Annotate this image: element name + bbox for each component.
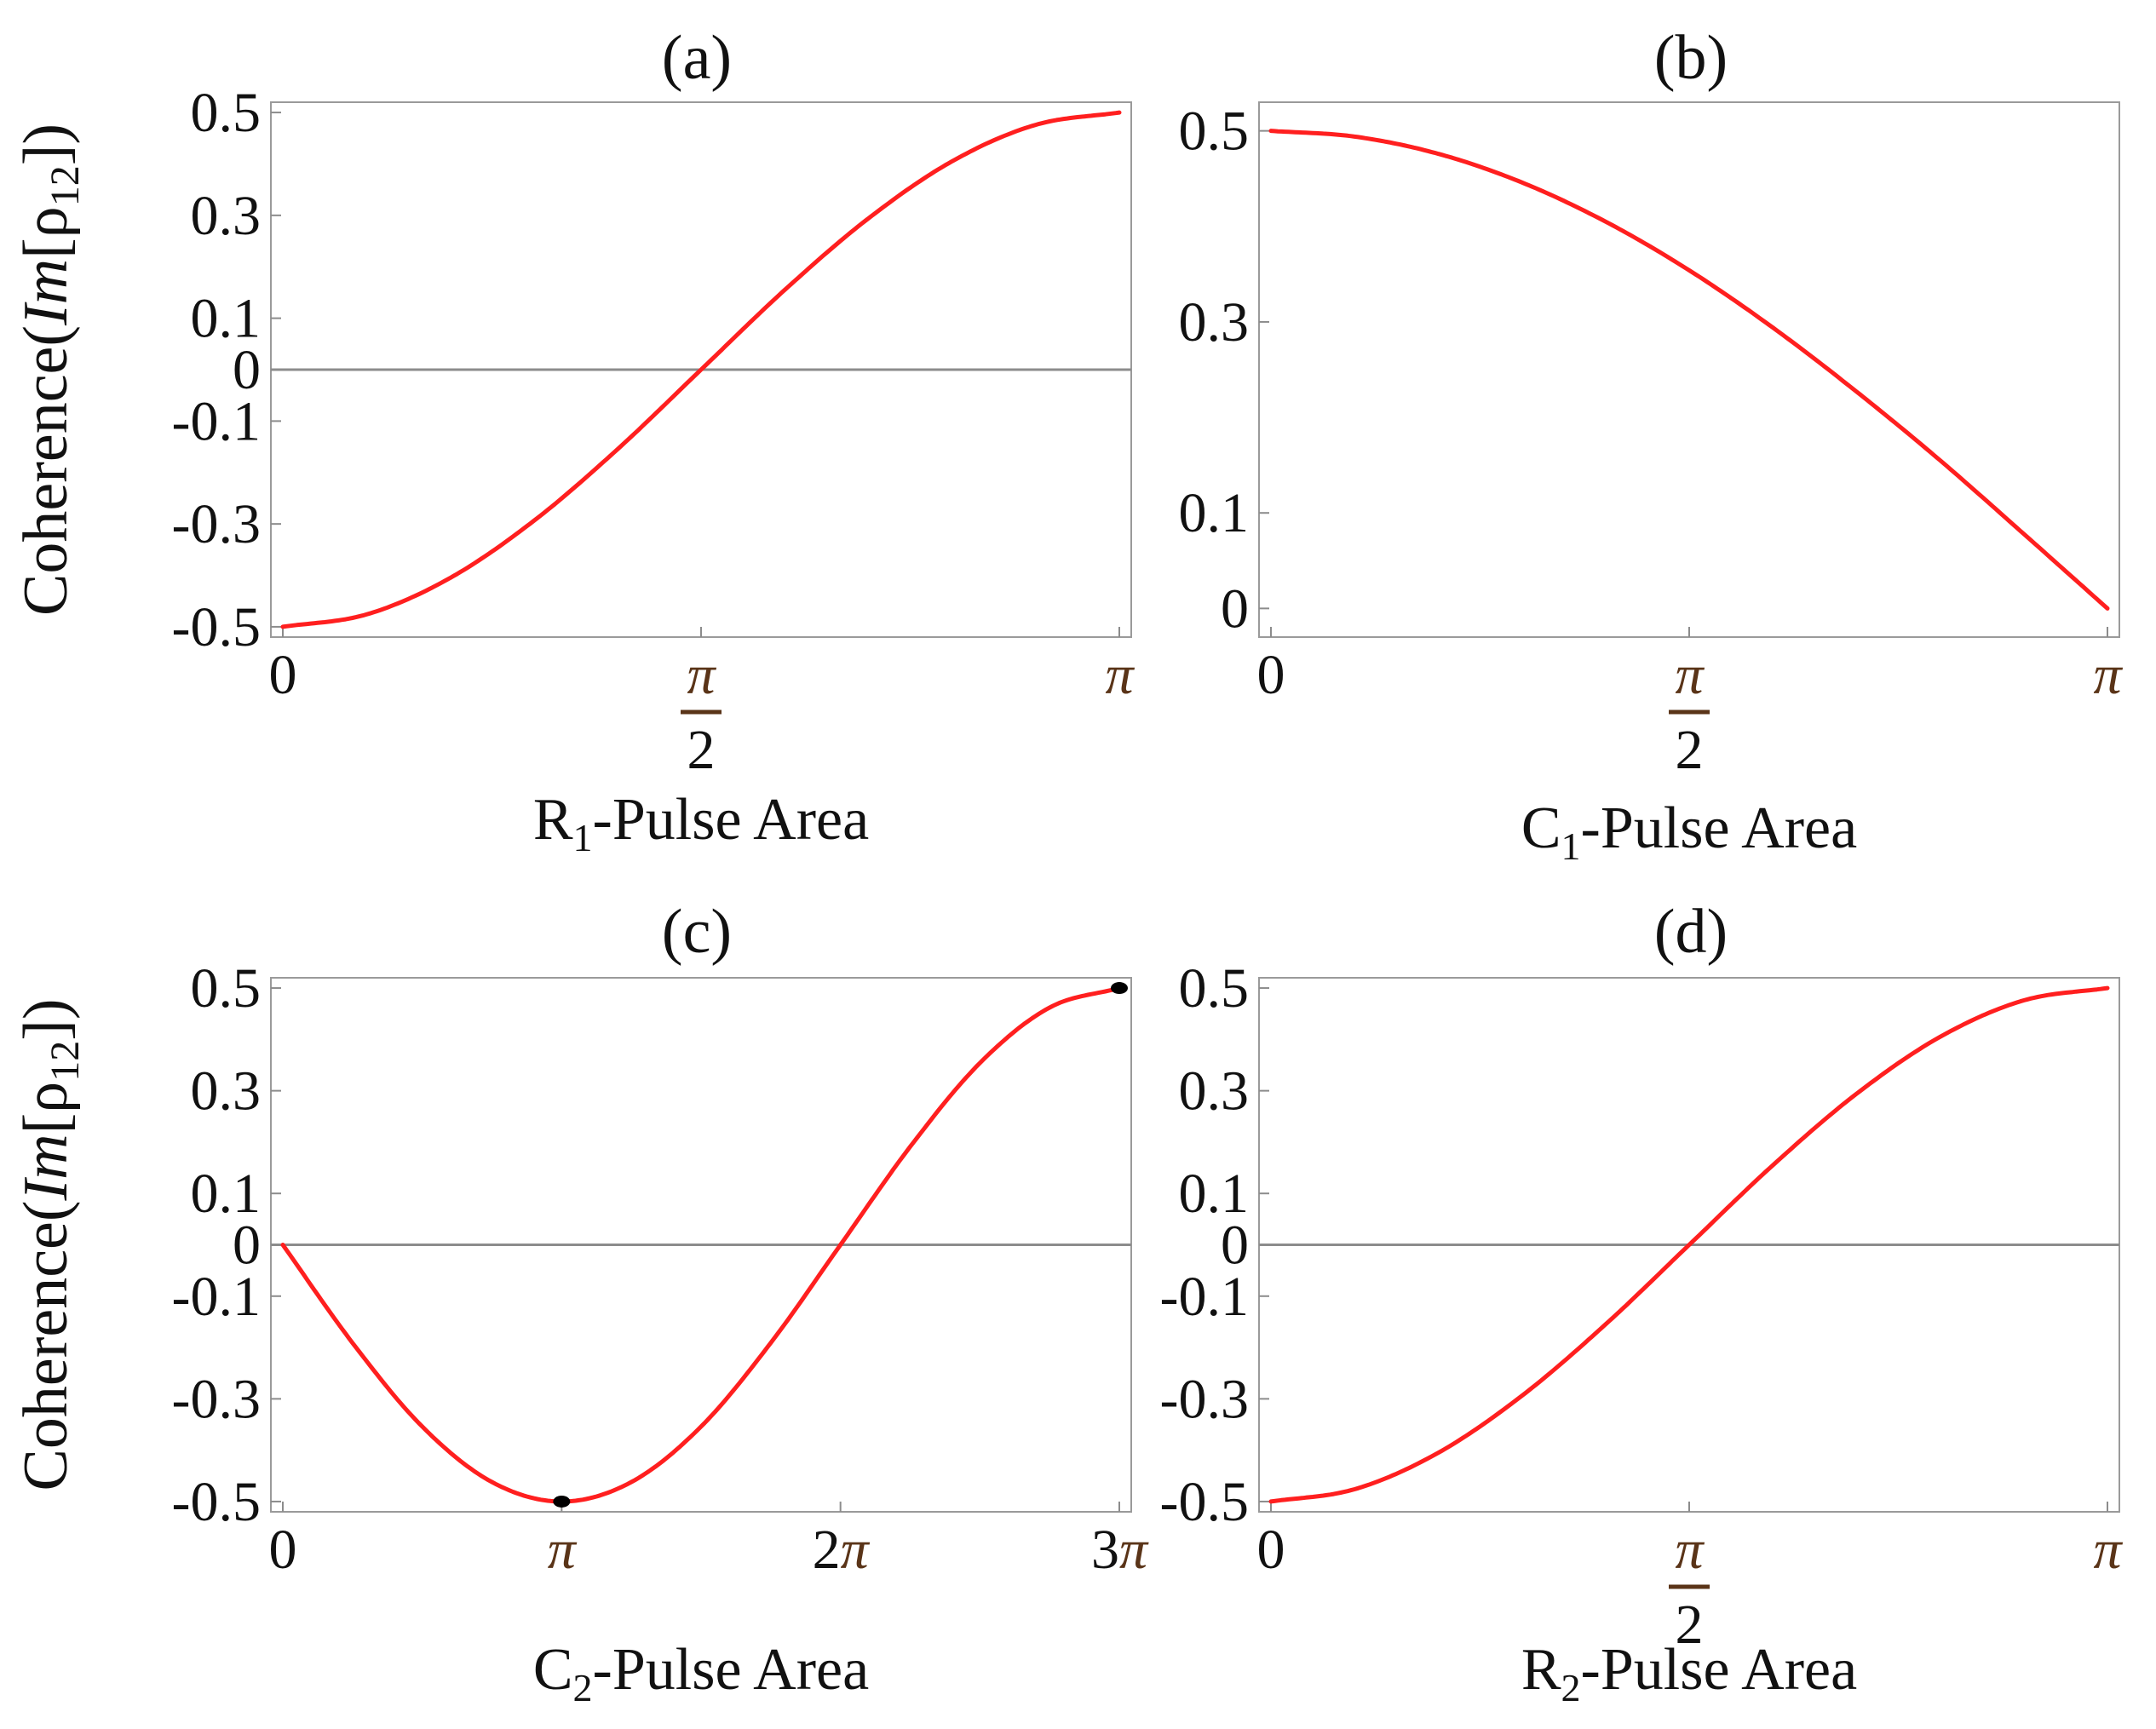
y-tick-label: 0.5 [191,82,262,144]
y-tick-label: 0.5 [1179,101,1250,163]
x-tick-label: π2 [681,644,722,781]
y-tick-label: 0.1 [1179,482,1250,544]
chart-title: (a) [662,23,732,93]
svg-text:2: 2 [1676,719,1704,781]
chart-title: (b) [1654,23,1728,93]
svg-text:2: 2 [687,719,716,781]
svg-text:0: 0 [1257,644,1285,706]
svg-text:π: π [1675,1519,1705,1581]
svg-text:π: π [687,644,716,706]
x-tick-label: π [2093,644,2123,706]
y-tick-label: -0.3 [1160,1368,1249,1430]
svg-text:0: 0 [269,644,297,706]
svg-text:π: π [2093,1519,2123,1581]
y-axis-label: Coherence(Im[ρ12]) [11,999,88,1491]
y-tick-label: -0.3 [172,493,261,555]
y-tick-label: 0.5 [191,957,262,1020]
y-tick-label: -0.5 [172,1471,261,1533]
series-line [280,985,1122,1504]
plot-frame [1258,101,2120,638]
x-axis-label: R1-Pulse Area [533,787,869,859]
x-tick-label: 0 [269,1519,297,1581]
x-tick-label: 0 [269,644,297,706]
chart-title: (c) [662,897,732,967]
y-tick-label: 0 [1221,1215,1249,1277]
y-tick-label: 0 [233,1215,261,1277]
svg-text:3π: 3π [1091,1519,1149,1581]
series-line [1268,985,2110,1504]
y-tick-label: -0.5 [172,596,261,658]
x-tick-label: 2π [813,1519,871,1581]
chart-panel-2: (c)0.50.30.10-0.1-0.3-0.50 π 2π 3πC2-Pulse … [11,897,1149,1709]
y-axis-label: Coherence(Im[ρ12]) [11,124,88,616]
x-tick-label: π [548,1519,578,1581]
x-axis-label: C1-Pulse Area [1521,796,1857,868]
y-tick-label: -0.3 [172,1368,261,1430]
x-tick-label: π [1105,644,1135,706]
y-tick-label: 0 [1221,577,1249,640]
y-tick-label: 0 [233,339,261,401]
y-tick-label: 0.3 [1179,1060,1250,1123]
y-tick-label: -0.5 [1160,1471,1249,1533]
x-tick-label: 3π [1091,1519,1149,1581]
svg-text:π: π [548,1519,578,1581]
x-tick-label: 0 [1257,1519,1285,1581]
svg-text:2π: 2π [813,1519,871,1581]
x-tick-label: 0 [1257,644,1285,706]
y-tick-label: -0.1 [172,390,261,452]
x-tick-label: π [2093,1519,2123,1581]
y-tick-label: 0.3 [191,185,262,247]
data-point-marker [553,1495,571,1508]
y-tick-label: 0.3 [1179,291,1250,353]
y-tick-label: 0.1 [191,288,262,350]
svg-text:0: 0 [1257,1519,1285,1581]
svg-text:π: π [1105,644,1135,706]
y-tick-label: 0.1 [1179,1163,1250,1225]
y-tick-label: 0.5 [1179,957,1250,1020]
y-tick-label: 0.3 [191,1060,262,1123]
y-tick-label: -0.1 [172,1266,261,1328]
x-tick-label: π2 [1669,1519,1710,1656]
svg-text:2: 2 [1676,1594,1704,1656]
series-line [280,110,1122,629]
svg-text:π: π [1675,644,1705,706]
series-line [1268,129,2110,611]
svg-text:0: 0 [269,1519,297,1581]
data-point-marker [1111,982,1128,995]
svg-text:π: π [2093,644,2123,706]
x-axis-label: C2-Pulse Area [533,1637,869,1709]
y-tick-label: -0.1 [1160,1266,1249,1328]
chart-title: (d) [1654,897,1728,967]
y-tick-label: 0.1 [191,1163,262,1225]
x-tick-label: π2 [1669,644,1710,781]
x-axis-label: R2-Pulse Area [1521,1637,1857,1709]
